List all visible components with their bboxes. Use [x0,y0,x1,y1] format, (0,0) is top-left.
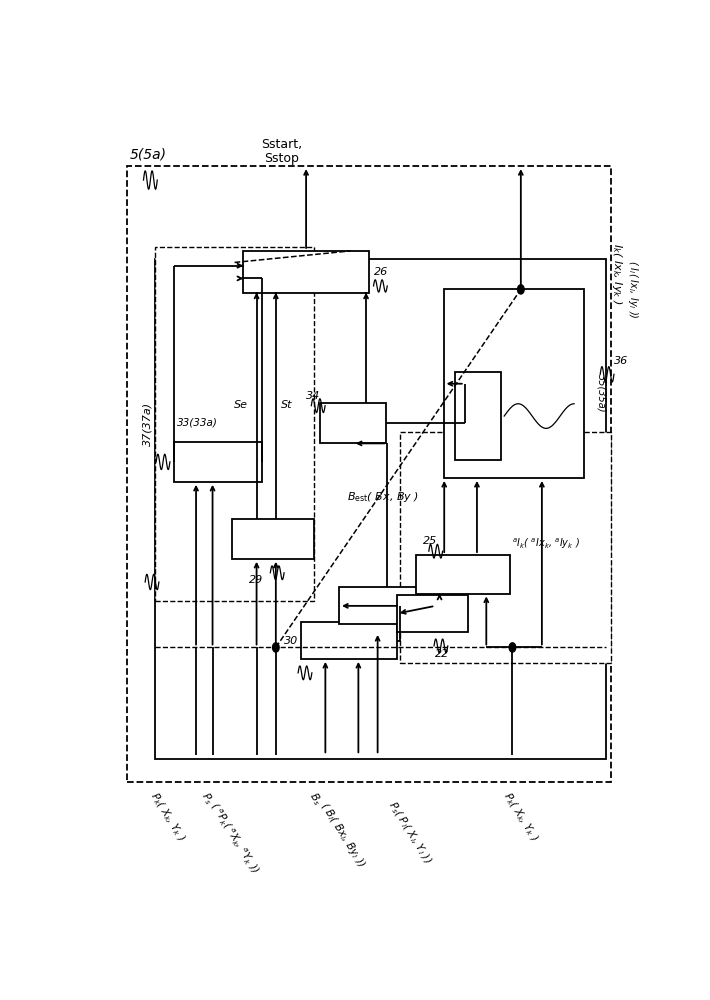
Text: $^a$I$_{k}$( $^a$Ix$_k$, $^a$Iy$_k$ ): $^a$I$_{k}$( $^a$Ix$_k$, $^a$Iy$_k$ ) [513,536,581,551]
Bar [320,403,386,443]
Circle shape [518,285,524,294]
Bar [444,289,584,478]
Bar [397,595,469,632]
Bar [155,247,315,601]
Text: 33(33a): 33(33a) [177,418,218,428]
Text: St: St [281,400,293,410]
Text: 29: 29 [249,575,263,585]
Text: 26: 26 [373,267,388,277]
Bar [155,259,606,759]
Bar [174,442,262,482]
Bar [231,519,315,559]
Text: 36: 36 [614,356,628,366]
Text: P$_k$( X$_k$, Y$_k$ ): P$_k$( X$_k$, Y$_k$ ) [501,790,542,844]
Circle shape [273,643,279,652]
Text: B$_{\rm est}$( Bx, By ): B$_{\rm est}$( Bx, By ) [347,490,420,504]
Bar [400,432,611,663]
Text: 37(37a): 37(37a) [142,402,152,446]
Text: 25: 25 [423,536,437,546]
Text: 5(5a): 5(5a) [130,148,167,162]
Text: 35(35a): 35(35a) [596,374,606,412]
Bar [243,251,369,293]
Text: P$_k$( X$_k$, Y$_k$ ): P$_k$( X$_k$, Y$_k$ ) [146,790,187,844]
Bar [454,372,501,460]
Text: 22: 22 [435,649,449,659]
Bar [339,587,435,624]
Text: Sstart,: Sstart, [261,138,302,151]
Text: Se: Se [234,400,248,410]
Text: 30: 30 [283,636,298,646]
Bar [416,555,510,594]
Text: ( B$_l$( Bx$_l$, By$_l$ )): ( B$_l$( Bx$_l$, By$_l$ )) [317,799,368,870]
Text: ( $^a$P$_k$( $^a$X$_k$, $^a$Y$_k$ )): ( $^a$P$_k$( $^a$X$_k$, $^a$Y$_k$ )) [207,799,262,876]
Text: I$_k$( Ix$_k$, Iy$_k$ ): I$_k$( Ix$_k$, Iy$_k$ ) [610,243,624,305]
Text: Sstop: Sstop [264,152,299,165]
Text: P$_s$( P$_l$( X$_l$, Y$_l$ )): P$_s$( P$_l$( X$_l$, Y$_l$ )) [385,799,434,867]
Text: P$_s$: P$_s$ [197,790,216,807]
Circle shape [509,643,515,652]
Bar [300,622,397,659]
Text: ( I$_l$( Ix$_l$, Iy$_l$ )): ( I$_l$( Ix$_l$, Iy$_l$ )) [626,260,640,319]
Bar [127,166,611,782]
Text: 34: 34 [306,391,320,401]
Text: B$_s$: B$_s$ [306,790,324,808]
